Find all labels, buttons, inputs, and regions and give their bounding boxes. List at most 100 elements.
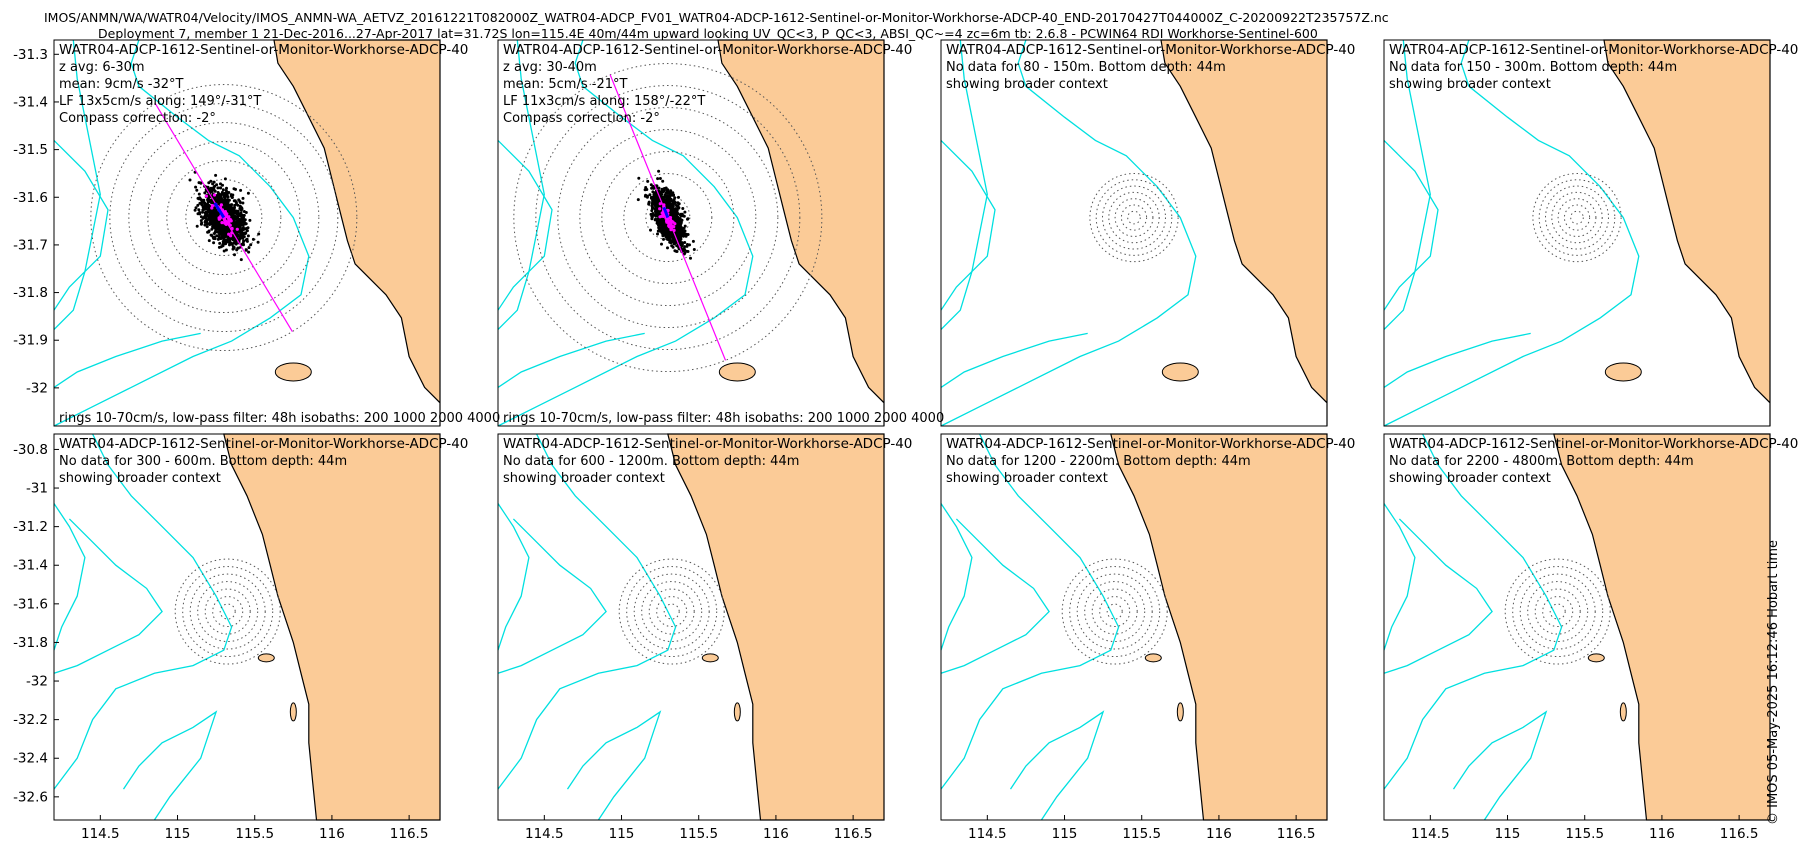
- velocity-point: [212, 210, 215, 213]
- x-tick-label: 115: [1495, 826, 1521, 842]
- velocity-point: [666, 246, 669, 250]
- velocity-point: [201, 199, 205, 203]
- speed-ring: [1545, 185, 1609, 250]
- x-tick-label: 116.5: [1277, 826, 1316, 842]
- velocity-point: [231, 238, 235, 242]
- velocity-point: [240, 219, 244, 223]
- panel-info-line: showing broader context: [946, 77, 1108, 92]
- velocity-point: [247, 246, 251, 250]
- velocity-point: [235, 202, 238, 206]
- x-tick-label: 114.5: [81, 826, 120, 842]
- velocity-point: [683, 245, 687, 249]
- velocity-point: [655, 206, 659, 210]
- speed-ring: [1089, 172, 1179, 263]
- x-tick-label: 116: [1206, 826, 1232, 842]
- lowpass-point: [672, 228, 676, 232]
- velocity-point: [680, 218, 684, 222]
- land-mass: [1110, 433, 1328, 821]
- velocity-point: [674, 249, 678, 253]
- velocity-point: [256, 240, 260, 244]
- isobath-line: [940, 503, 973, 651]
- velocity-point: [218, 232, 221, 236]
- lowpass-point: [226, 221, 230, 225]
- velocity-point: [208, 210, 212, 214]
- speed-ring: [1061, 558, 1168, 665]
- velocity-point: [657, 169, 661, 173]
- velocity-point: [664, 227, 668, 231]
- y-tick-label: -31.6: [13, 596, 48, 612]
- speed-ring: [90, 84, 358, 352]
- velocity-point: [649, 212, 653, 216]
- panel-8: WATR04-ADCP-1612-Sentinel-or-Monitor-Wor…: [1383, 433, 1798, 842]
- velocity-point: [214, 198, 218, 202]
- lowpass-point: [669, 218, 673, 222]
- isobath-line: [53, 332, 201, 388]
- velocity-point: [682, 214, 686, 218]
- velocity-point: [234, 231, 238, 235]
- velocity-point: [673, 208, 677, 212]
- panel-footer: rings 10-70cm/s, low-pass filter: 48h is…: [59, 411, 500, 426]
- speed-ring: [1106, 603, 1123, 620]
- speed-ring: [1519, 573, 1596, 650]
- isobath-line: [497, 39, 754, 427]
- velocity-point: [636, 198, 640, 202]
- velocity-point: [203, 207, 207, 211]
- island: [718, 362, 756, 382]
- velocity-point: [667, 235, 671, 239]
- x-tick-label: 114.5: [525, 826, 564, 842]
- velocity-point: [196, 203, 200, 207]
- panel-info-line: Compass correction: -2°: [503, 111, 660, 126]
- isobath-line: [53, 39, 310, 427]
- lowpass-point: [223, 212, 227, 216]
- lowpass-point: [235, 227, 239, 231]
- velocity-point: [224, 189, 228, 192]
- velocity-point: [666, 237, 669, 241]
- panel-info-line: mean: 9cm/s -32°T: [59, 77, 183, 92]
- isobath-line: [497, 503, 530, 651]
- panel-5: WATR04-ADCP-1612-Sentinel-or-Monitor-Wor…: [13, 433, 468, 842]
- speed-ring: [219, 603, 236, 620]
- credit-text: © IMOS 05-May-2025 16:12:46 Hobart time: [1766, 540, 1781, 825]
- velocity-point: [232, 215, 236, 218]
- velocity-point: [669, 233, 673, 237]
- velocity-point: [219, 182, 222, 186]
- panel-info-line: mean: 5cm/s -21°T: [503, 77, 627, 92]
- panel-6: WATR04-ADCP-1612-Sentinel-or-Monitor-Wor…: [497, 433, 912, 842]
- velocity-point: [217, 245, 221, 249]
- velocity-point: [227, 240, 231, 244]
- velocity-point: [211, 182, 215, 186]
- panel-title: WATR04-ADCP-1612-Sentinel-or-Monitor-Wor…: [59, 42, 468, 58]
- velocity-point: [214, 217, 218, 221]
- velocity-point: [222, 241, 226, 245]
- velocity-point: [242, 239, 246, 243]
- velocity-point: [234, 187, 237, 191]
- panel-info-line: showing broader context: [946, 471, 1108, 486]
- velocity-point: [244, 227, 248, 230]
- velocity-point: [195, 188, 199, 192]
- velocity-point: [207, 198, 211, 202]
- velocity-point: [219, 237, 222, 240]
- velocity-point: [686, 217, 690, 221]
- mean-vector: [213, 202, 226, 219]
- velocity-point: [656, 218, 660, 222]
- velocity-point: [237, 217, 241, 221]
- velocity-point: [210, 218, 214, 222]
- velocity-point: [248, 218, 252, 222]
- velocity-point: [197, 192, 201, 196]
- velocity-point: [678, 227, 682, 231]
- velocity-point: [236, 246, 240, 250]
- y-tick-label: -31.7: [13, 237, 48, 253]
- velocity-point: [685, 249, 689, 253]
- isobath-line: [566, 710, 662, 821]
- velocity-point: [663, 194, 667, 198]
- velocity-point: [236, 209, 240, 213]
- velocity-point: [678, 213, 682, 217]
- speed-ring: [1551, 191, 1603, 244]
- lowpass-point: [210, 206, 214, 210]
- velocity-point: [233, 253, 236, 257]
- speed-ring: [663, 603, 680, 620]
- lowpass-point: [665, 219, 669, 223]
- velocity-point: [675, 204, 679, 208]
- velocity-point: [656, 177, 660, 181]
- y-tick-label: -32.2: [13, 712, 48, 728]
